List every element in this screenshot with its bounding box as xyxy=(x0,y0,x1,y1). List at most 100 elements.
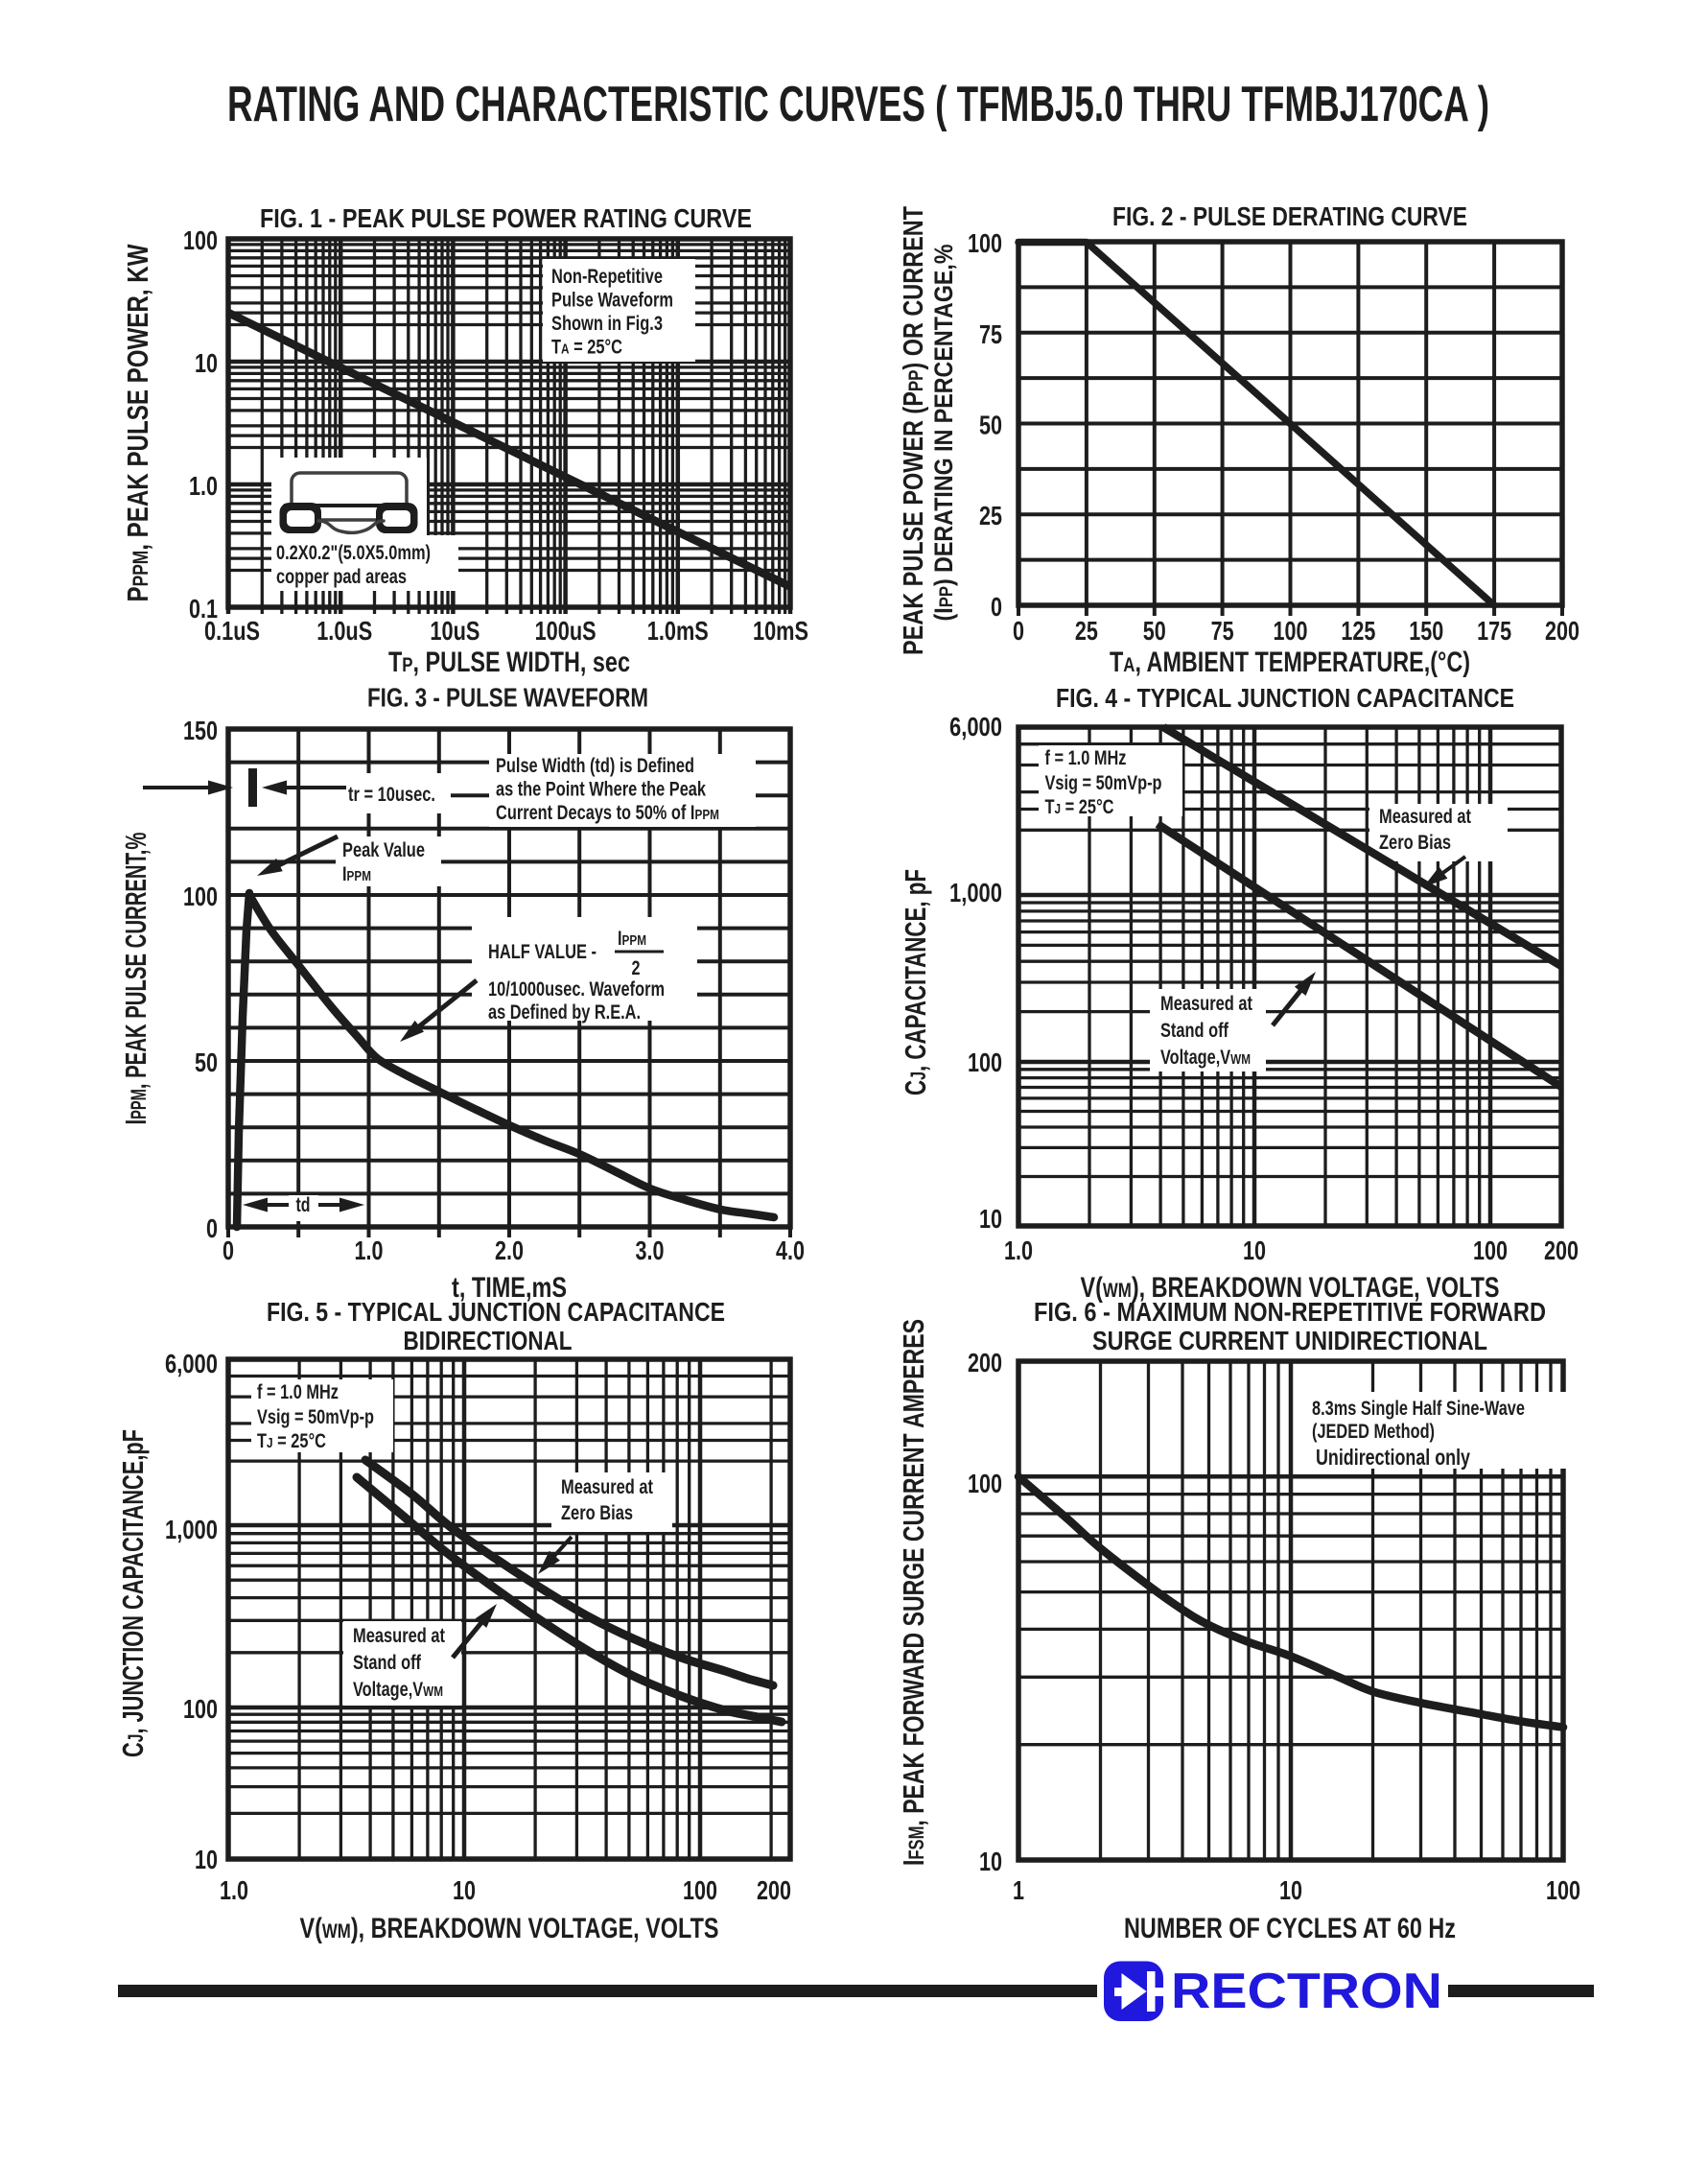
svg-text:V(WM), BREAKDOWN VOLTAGE, VOLT: V(WM), BREAKDOWN VOLTAGE, VOLTS xyxy=(300,1913,719,1944)
svg-text:IFSM, PEAK FORWARD SURGE CURRE: IFSM, PEAK FORWARD SURGE CURRENT AMPERES xyxy=(897,1319,930,1866)
svg-text:200: 200 xyxy=(1545,616,1579,646)
svg-text:(IPP) DERATING IN PERCENTAGE,%: (IPP) DERATING IN PERCENTAGE,% xyxy=(929,245,958,622)
svg-text:75: 75 xyxy=(1211,616,1234,646)
svg-text:TA, AMBIENT TEMPERATURE,(°C): TA, AMBIENT TEMPERATURE,(°C) xyxy=(1110,647,1470,678)
svg-text:PEAK PULSE POWER (PPP) OR CURR: PEAK PULSE POWER (PPP) OR CURRENT xyxy=(899,206,929,655)
svg-text:200: 200 xyxy=(757,1875,791,1905)
svg-text:150: 150 xyxy=(1409,616,1443,646)
svg-text:TP, PULSE WIDTH, sec: TP, PULSE WIDTH, sec xyxy=(388,647,630,678)
svg-text:(JEDED Method): (JEDED Method) xyxy=(1312,1421,1435,1443)
svg-text:Stand off: Stand off xyxy=(353,1652,422,1674)
svg-text:1: 1 xyxy=(1013,1875,1024,1905)
svg-text:FIG. 4 - TYPICAL JUNCTION CAPA: FIG. 4 - TYPICAL JUNCTION CAPACITANCE xyxy=(1056,683,1514,713)
svg-text:100: 100 xyxy=(968,228,1002,258)
svg-text:Unidirectional only: Unidirectional only xyxy=(1316,1445,1470,1470)
svg-text:FIG. 2 - PULSE DERATING CURVE: FIG. 2 - PULSE DERATING CURVE xyxy=(1112,201,1467,231)
svg-text:IPPM: IPPM xyxy=(342,863,371,885)
svg-text:0: 0 xyxy=(991,592,1002,622)
svg-text:0: 0 xyxy=(1013,616,1024,646)
svg-text:25: 25 xyxy=(979,501,1002,530)
svg-text:Voltage,VWM: Voltage,VWM xyxy=(1160,1047,1251,1069)
svg-text:150: 150 xyxy=(183,716,218,745)
svg-text:100: 100 xyxy=(968,1048,1002,1077)
svg-text:8.3ms Single Half Sine-Wave: 8.3ms Single Half Sine-Wave xyxy=(1312,1398,1525,1420)
svg-text:1.0mS: 1.0mS xyxy=(647,616,709,646)
svg-text:10: 10 xyxy=(1243,1236,1266,1265)
svg-text:SURGE CURRENT UNIDIRECTIONAL: SURGE CURRENT UNIDIRECTIONAL xyxy=(1092,1326,1487,1355)
svg-text:CJ, CAPACITANCE, pF: CJ, CAPACITANCE, pF xyxy=(899,869,932,1095)
svg-text:100: 100 xyxy=(968,1469,1002,1498)
svg-text:100: 100 xyxy=(683,1875,717,1905)
svg-text:10: 10 xyxy=(979,1204,1002,1234)
svg-text:as the Point Where the Peak: as the Point Where the Peak xyxy=(496,779,706,801)
svg-text:V(WM), BREAKDOWN VOLTAGE, VOLT: V(WM), BREAKDOWN VOLTAGE, VOLTS xyxy=(1081,1272,1500,1304)
svg-text:0.1uS: 0.1uS xyxy=(204,616,260,646)
svg-text:200: 200 xyxy=(1544,1236,1579,1265)
svg-text:50: 50 xyxy=(195,1048,218,1077)
svg-text:Shown in Fig.3: Shown in Fig.3 xyxy=(551,313,663,335)
svg-text:Zero Bias: Zero Bias xyxy=(561,1502,633,1524)
svg-text:Non-Repetitive: Non-Repetitive xyxy=(551,266,663,288)
svg-text:Stand off: Stand off xyxy=(1160,1020,1229,1042)
svg-text:0.2X0.2"(5.0X5.0mm): 0.2X0.2"(5.0X5.0mm) xyxy=(276,542,431,564)
svg-text:1.0uS: 1.0uS xyxy=(316,616,372,646)
svg-text:100: 100 xyxy=(183,1694,218,1724)
svg-text:Zero Bias: Zero Bias xyxy=(1379,832,1451,854)
svg-text:50: 50 xyxy=(1143,616,1166,646)
svg-text:10: 10 xyxy=(195,1845,218,1874)
svg-text:100uS: 100uS xyxy=(535,616,597,646)
svg-text:IPPM, PEAK PULSE CURRENT,%: IPPM, PEAK PULSE CURRENT,% xyxy=(119,833,152,1125)
svg-text:1.0: 1.0 xyxy=(355,1236,384,1265)
svg-text:HALF VALUE -: HALF VALUE - xyxy=(488,941,597,963)
svg-text:1,000: 1,000 xyxy=(949,878,1002,907)
svg-text:Pulse Waveform: Pulse Waveform xyxy=(551,290,673,312)
svg-text:FIG. 5 - TYPICAL JUNCTION CAPA: FIG. 5 - TYPICAL JUNCTION CAPACITANCE xyxy=(267,1297,725,1327)
svg-text:6,000: 6,000 xyxy=(949,712,1002,742)
svg-text:f = 1.0 MHz: f = 1.0 MHz xyxy=(1045,747,1127,769)
svg-text:2.0: 2.0 xyxy=(495,1236,524,1265)
svg-text:TJ = 25°C: TJ = 25°C xyxy=(257,1430,326,1452)
svg-text:0: 0 xyxy=(206,1213,218,1243)
svg-text:Pulse Width (td) is Defined: Pulse Width (td) is Defined xyxy=(496,755,694,777)
svg-text:100: 100 xyxy=(1274,616,1308,646)
svg-text:as Defined by R.E.A.: as Defined by R.E.A. xyxy=(488,1001,641,1024)
svg-text:50: 50 xyxy=(979,411,1002,440)
svg-text:td: td xyxy=(296,1194,311,1216)
svg-text:Measured at: Measured at xyxy=(1160,993,1252,1015)
svg-text:75: 75 xyxy=(979,319,1002,349)
svg-text:175: 175 xyxy=(1477,616,1511,646)
svg-text:6,000: 6,000 xyxy=(165,1349,218,1378)
svg-text:2: 2 xyxy=(632,957,641,979)
svg-text:t, TIME,mS: t, TIME,mS xyxy=(452,1272,567,1304)
svg-text:Voltage,VWM: Voltage,VWM xyxy=(353,1679,443,1701)
svg-text:tr = 10usec.: tr = 10usec. xyxy=(348,784,435,806)
svg-text:FIG. 3 - PULSE WAVEFORM: FIG. 3 - PULSE WAVEFORM xyxy=(367,683,648,713)
svg-text:RECTRON: RECTRON xyxy=(1171,1964,1442,2019)
svg-text:1.0: 1.0 xyxy=(189,471,218,501)
svg-text:3.0: 3.0 xyxy=(636,1236,665,1265)
svg-text:Measured at: Measured at xyxy=(353,1625,445,1647)
svg-text:0.1: 0.1 xyxy=(189,594,218,624)
svg-text:4.0: 4.0 xyxy=(776,1236,805,1265)
svg-text:PPPM, PEAK PULSE POWER, KW: PPPM, PEAK PULSE POWER, KW xyxy=(121,244,154,602)
svg-text:FIG. 6 - MAXIMUM NON-REPETITIV: FIG. 6 - MAXIMUM NON-REPETITIVE FORWARD xyxy=(1034,1297,1546,1327)
svg-text:100: 100 xyxy=(1473,1236,1508,1265)
svg-text:10mS: 10mS xyxy=(753,616,808,646)
svg-text:10/1000usec. Waveform: 10/1000usec. Waveform xyxy=(488,978,665,1001)
svg-text:1,000: 1,000 xyxy=(165,1515,218,1544)
svg-text:1.0: 1.0 xyxy=(1004,1236,1033,1265)
svg-text:f = 1.0 MHz: f = 1.0 MHz xyxy=(257,1381,339,1403)
svg-text:Current Decays to 50% of IPPM: Current Decays to 50% of IPPM xyxy=(496,802,719,824)
svg-text:CJ, JUNCTION CAPACITANCE,pF: CJ, JUNCTION CAPACITANCE,pF xyxy=(116,1429,150,1757)
svg-text:RATING AND CHARACTERISTIC CURV: RATING AND CHARACTERISTIC CURVES ( TFMBJ… xyxy=(227,77,1489,132)
svg-text:NUMBER OF CYCLES AT 60 Hz: NUMBER OF CYCLES AT 60 Hz xyxy=(1124,1913,1456,1944)
svg-text:10: 10 xyxy=(453,1875,476,1905)
svg-text:FIG. 1 - PEAK PULSE POWER RATI: FIG. 1 - PEAK PULSE POWER RATING CURVE xyxy=(260,203,752,233)
svg-text:10: 10 xyxy=(979,1847,1002,1876)
svg-text:IPPM: IPPM xyxy=(618,928,646,950)
svg-text:1.0: 1.0 xyxy=(220,1875,248,1905)
svg-text:200: 200 xyxy=(968,1348,1002,1377)
svg-text:100: 100 xyxy=(1546,1875,1580,1905)
svg-text:copper pad areas: copper pad areas xyxy=(276,566,407,588)
svg-text:10: 10 xyxy=(195,348,218,378)
